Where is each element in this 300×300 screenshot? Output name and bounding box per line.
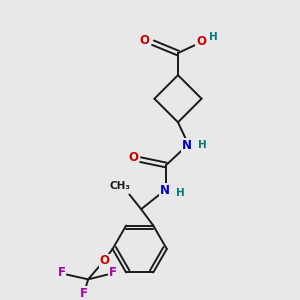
Text: N: N: [182, 139, 192, 152]
Text: O: O: [128, 151, 138, 164]
Text: H: H: [176, 188, 185, 198]
Text: F: F: [80, 287, 88, 300]
Text: O: O: [99, 254, 109, 267]
Text: H: H: [209, 32, 218, 42]
Text: CH₃: CH₃: [110, 181, 130, 191]
Text: O: O: [196, 35, 206, 48]
Text: F: F: [58, 266, 66, 279]
Text: H: H: [198, 140, 207, 150]
Text: N: N: [160, 184, 170, 196]
Text: F: F: [109, 266, 117, 279]
Text: O: O: [140, 34, 150, 47]
